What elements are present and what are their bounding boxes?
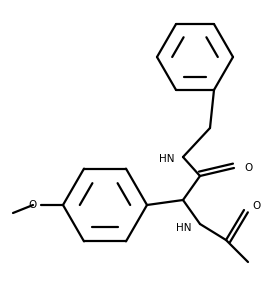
Text: HN: HN — [159, 154, 175, 164]
Text: O: O — [244, 163, 252, 173]
Text: O: O — [252, 201, 260, 211]
Text: O: O — [29, 200, 37, 210]
Text: HN: HN — [177, 223, 192, 233]
